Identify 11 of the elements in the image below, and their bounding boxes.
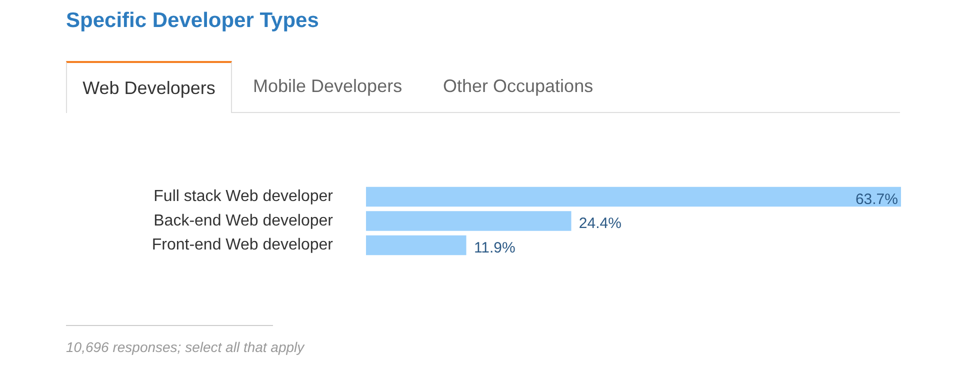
text: 10,696 responses; select all that apply [66, 339, 304, 355]
data-label: 24.4% [578, 215, 622, 232]
text: Web Developers [66, 61, 232, 113]
y-tick-label: Back-end Web developer [154, 212, 334, 230]
text: Specific Developer Types [66, 9, 319, 33]
text: Mobile Developers [232, 61, 422, 112]
y-tick-label: Front-end Web developer [152, 236, 334, 254]
y-tick-label: Full stack Web developer [154, 188, 334, 206]
data-label: 11.9% [474, 239, 516, 256]
text: Other Occupations [422, 61, 612, 112]
data-label: 63.7% [855, 190, 898, 208]
